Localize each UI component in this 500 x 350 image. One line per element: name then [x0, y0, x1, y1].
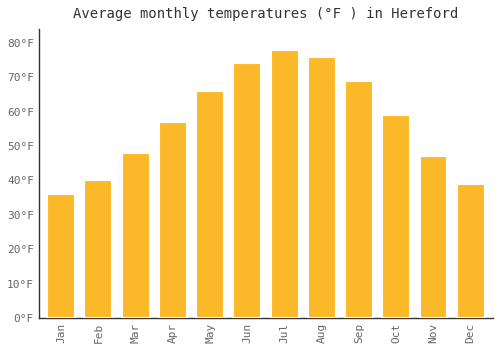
Bar — [159, 122, 187, 318]
Bar — [457, 184, 484, 318]
Bar — [270, 50, 298, 318]
Bar — [308, 57, 336, 318]
Bar — [234, 63, 262, 318]
Bar — [345, 80, 373, 318]
Bar — [122, 153, 150, 318]
Bar — [47, 194, 75, 318]
Bar — [420, 156, 448, 318]
Bar — [382, 115, 410, 318]
Bar — [84, 180, 112, 318]
Title: Average monthly temperatures (°F ) in Hereford: Average monthly temperatures (°F ) in He… — [74, 7, 458, 21]
Bar — [196, 91, 224, 318]
